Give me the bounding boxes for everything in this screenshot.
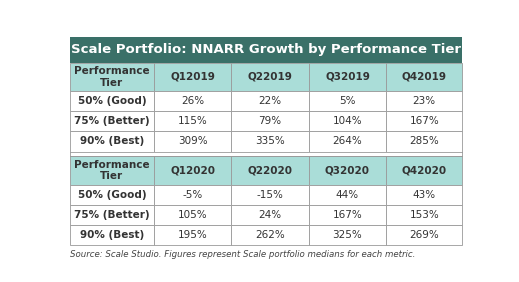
Bar bbox=[231, 111, 309, 131]
Bar bbox=[309, 156, 386, 184]
Bar bbox=[386, 131, 462, 151]
Bar bbox=[309, 91, 386, 111]
Bar bbox=[309, 63, 386, 91]
Text: 75% (Better): 75% (Better) bbox=[74, 116, 149, 126]
Text: 167%: 167% bbox=[409, 116, 439, 126]
Text: Q22020: Q22020 bbox=[248, 166, 293, 175]
Text: 44%: 44% bbox=[336, 190, 359, 200]
Bar bbox=[154, 225, 231, 245]
Bar bbox=[386, 205, 462, 225]
Text: 22%: 22% bbox=[258, 96, 282, 106]
Bar bbox=[309, 111, 386, 131]
Bar bbox=[70, 156, 154, 184]
Text: Source: Scale Studio. Figures represent Scale portfolio medians for each metric.: Source: Scale Studio. Figures represent … bbox=[70, 250, 415, 259]
Text: 5%: 5% bbox=[339, 96, 356, 106]
Bar bbox=[309, 131, 386, 151]
Bar bbox=[309, 225, 386, 245]
Bar bbox=[70, 151, 462, 156]
Text: 79%: 79% bbox=[258, 116, 282, 126]
Bar bbox=[154, 131, 231, 151]
Text: Scale Portfolio: NNARR Growth by Performance Tier: Scale Portfolio: NNARR Growth by Perform… bbox=[71, 43, 461, 56]
Bar bbox=[70, 63, 154, 91]
Bar bbox=[154, 63, 231, 91]
Bar bbox=[231, 156, 309, 184]
Text: 50% (Good): 50% (Good) bbox=[78, 190, 146, 200]
Text: 90% (Best): 90% (Best) bbox=[80, 230, 144, 240]
Bar bbox=[309, 184, 386, 205]
Bar bbox=[154, 184, 231, 205]
Bar bbox=[386, 156, 462, 184]
Bar bbox=[70, 131, 154, 151]
Bar bbox=[231, 205, 309, 225]
Text: 167%: 167% bbox=[333, 210, 362, 220]
Bar bbox=[386, 91, 462, 111]
Text: 195%: 195% bbox=[178, 230, 208, 240]
Text: 285%: 285% bbox=[409, 136, 439, 146]
Bar bbox=[386, 225, 462, 245]
Text: 115%: 115% bbox=[178, 116, 208, 126]
Bar bbox=[231, 131, 309, 151]
Text: Q32019: Q32019 bbox=[325, 72, 370, 82]
Text: Q22019: Q22019 bbox=[248, 72, 293, 82]
Text: 26%: 26% bbox=[181, 96, 204, 106]
Bar bbox=[70, 111, 154, 131]
Bar bbox=[70, 184, 154, 205]
Text: 90% (Best): 90% (Best) bbox=[80, 136, 144, 146]
Text: 104%: 104% bbox=[333, 116, 362, 126]
Bar bbox=[386, 63, 462, 91]
Bar bbox=[386, 184, 462, 205]
Text: 50% (Good): 50% (Good) bbox=[78, 96, 146, 106]
Text: 325%: 325% bbox=[333, 230, 362, 240]
Bar bbox=[70, 225, 154, 245]
Bar bbox=[231, 91, 309, 111]
Text: 153%: 153% bbox=[409, 210, 439, 220]
Text: 264%: 264% bbox=[333, 136, 362, 146]
Bar bbox=[70, 37, 462, 63]
Bar bbox=[231, 184, 309, 205]
Text: 75% (Better): 75% (Better) bbox=[74, 210, 149, 220]
Text: 335%: 335% bbox=[255, 136, 285, 146]
Text: -15%: -15% bbox=[257, 190, 283, 200]
Bar bbox=[154, 91, 231, 111]
Text: 23%: 23% bbox=[413, 96, 436, 106]
Text: Performance
Tier: Performance Tier bbox=[74, 66, 149, 88]
Bar bbox=[309, 205, 386, 225]
Text: 309%: 309% bbox=[178, 136, 208, 146]
Text: 24%: 24% bbox=[258, 210, 282, 220]
Bar bbox=[70, 91, 154, 111]
Text: Performance
Tier: Performance Tier bbox=[74, 160, 149, 181]
Text: -5%: -5% bbox=[183, 190, 203, 200]
Bar bbox=[154, 205, 231, 225]
Bar bbox=[70, 205, 154, 225]
Bar bbox=[154, 111, 231, 131]
Bar bbox=[231, 225, 309, 245]
Text: Q42019: Q42019 bbox=[402, 72, 447, 82]
Bar bbox=[231, 63, 309, 91]
Bar bbox=[154, 156, 231, 184]
Text: 43%: 43% bbox=[413, 190, 436, 200]
Text: Q12020: Q12020 bbox=[170, 166, 215, 175]
Text: Q12019: Q12019 bbox=[170, 72, 215, 82]
Text: 262%: 262% bbox=[255, 230, 285, 240]
Text: Q42020: Q42020 bbox=[402, 166, 447, 175]
Bar bbox=[386, 111, 462, 131]
Text: Q32020: Q32020 bbox=[325, 166, 370, 175]
Text: 105%: 105% bbox=[178, 210, 208, 220]
Text: 269%: 269% bbox=[409, 230, 439, 240]
